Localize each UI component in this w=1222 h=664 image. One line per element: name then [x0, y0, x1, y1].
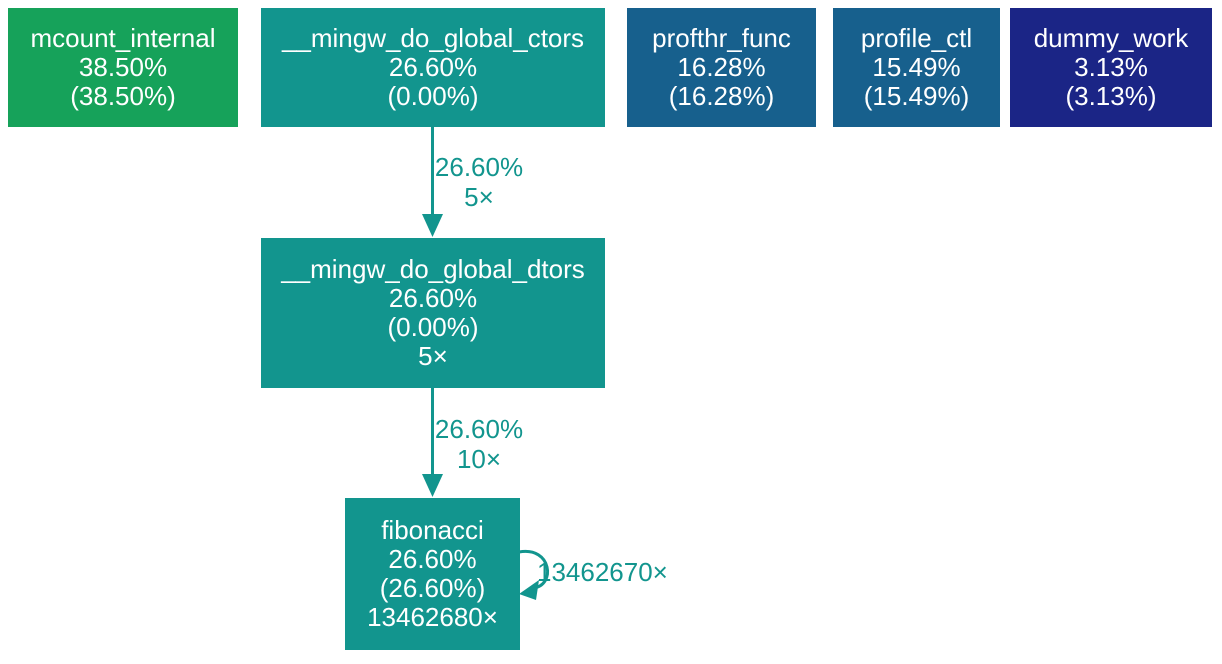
edge-label-ctors-to-dtors: 26.60% 5× [434, 152, 524, 212]
node-total-pct: 15.49% [872, 52, 961, 82]
node-self-pct: (26.60%) [379, 573, 486, 603]
node-fibonacci: fibonacci 26.60% (26.60%) 13462680× [345, 498, 520, 650]
node-mingw-do-global-ctors: __mingw_do_global_ctors 26.60% (0.00%) [261, 8, 605, 127]
edge-pct: 26.60% [434, 152, 524, 182]
node-self-pct: (16.28%) [668, 81, 775, 111]
node-profile-ctl: profile_ctl 15.49% (15.49%) [833, 8, 1000, 127]
node-label: __mingw_do_global_dtors [281, 254, 585, 284]
node-total-pct: 26.60% [388, 52, 478, 82]
node-total-pct: 38.50% [78, 52, 168, 82]
node-total-pct: 26.60% [388, 283, 478, 313]
node-self-pct: (15.49%) [863, 81, 970, 111]
node-self-pct: (0.00%) [387, 312, 479, 342]
node-dummy-work: dummy_work 3.13% (3.13%) [1010, 8, 1212, 127]
edge-label-dtors-to-fibonacci: 26.60% 10× [434, 414, 524, 474]
node-total-pct: 26.60% [388, 544, 477, 574]
edge-calls: 13462670× [537, 557, 668, 587]
edge-label-fibonacci-self-loop: 13462670× [537, 557, 668, 587]
node-total-pct: 16.28% [677, 52, 766, 82]
node-self-pct: (3.13%) [1065, 81, 1157, 111]
node-self-pct: (38.50%) [70, 81, 176, 111]
node-profthr-func: profthr_func 16.28% (16.28%) [627, 8, 816, 127]
node-mingw-do-global-dtors: __mingw_do_global_dtors 26.60% (0.00%) 5… [261, 238, 605, 388]
node-label: profile_ctl [860, 23, 973, 53]
node-call-count: 5× [418, 341, 448, 371]
node-total-pct: 3.13% [1074, 52, 1148, 82]
edge-pct: 26.60% [434, 414, 524, 444]
node-label: mcount_internal [30, 23, 216, 53]
node-label: fibonacci [381, 515, 484, 545]
node-label: profthr_func [652, 23, 791, 53]
node-mcount-internal: mcount_internal 38.50% (38.50%) [8, 8, 238, 127]
node-call-count: 13462680× [367, 602, 498, 632]
node-label: __mingw_do_global_ctors [281, 23, 585, 53]
node-self-pct: (0.00%) [387, 81, 479, 111]
node-label: dummy_work [1033, 23, 1189, 53]
edge-calls: 10× [456, 444, 502, 474]
edge-calls: 5× [464, 182, 494, 212]
